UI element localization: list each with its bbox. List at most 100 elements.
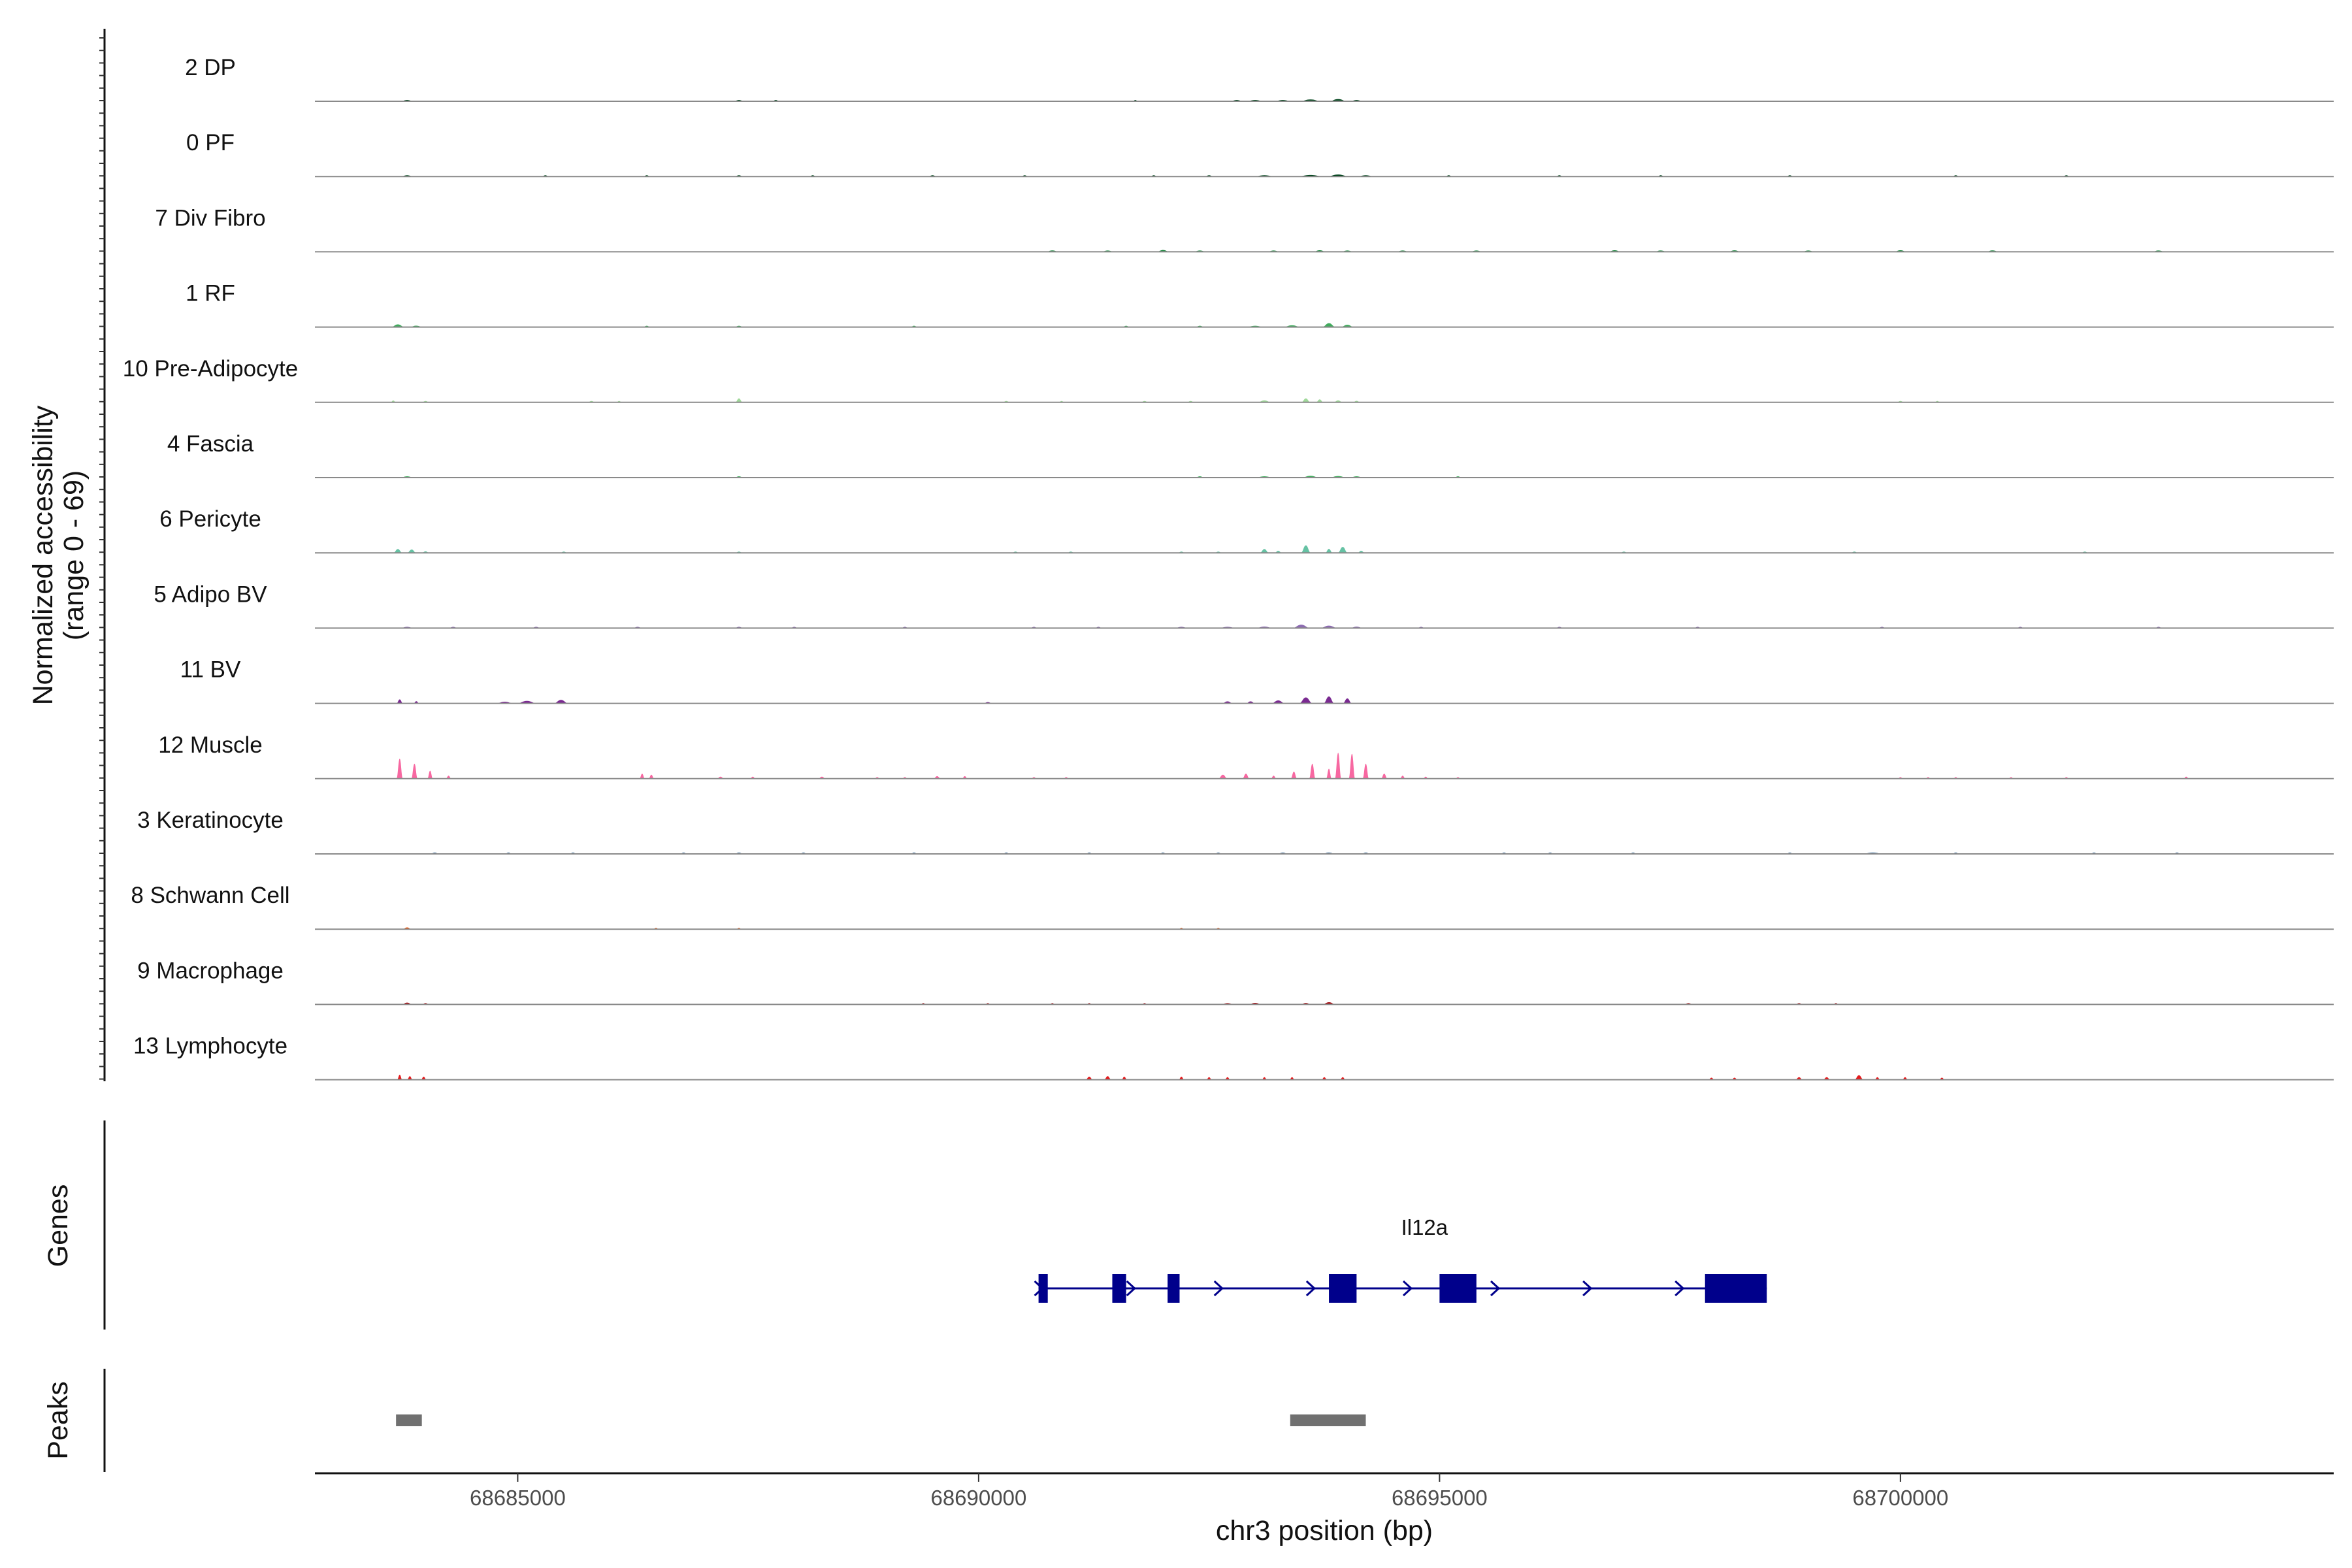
x-axis-ticks: 68685000 68690000 68695000 68700000: [470, 1473, 1948, 1510]
coverage-peak: [1085, 1077, 1093, 1080]
peaks-track-title: Peaks: [42, 1381, 74, 1460]
coverage-peak: [1316, 399, 1324, 402]
coverage-peak: [396, 759, 403, 779]
track-9: [315, 696, 2334, 704]
coverage-peak: [1309, 763, 1316, 779]
gene-exon: [1038, 1274, 1048, 1303]
track-label: 9 Macrophage: [137, 958, 284, 983]
gene-exon: [1329, 1274, 1357, 1303]
track-11: [315, 853, 2334, 855]
track-label: 2 DP: [185, 55, 236, 80]
genes-track: Genes Il12a: [42, 1120, 1767, 1330]
strand-arrow: [1126, 1280, 1136, 1297]
track-label: 8 Schwann Cell: [131, 883, 289, 908]
gene-exon: [1439, 1274, 1477, 1303]
track-label: 1 RF: [186, 281, 235, 306]
strand-arrow: [1490, 1280, 1501, 1297]
track-label: 3 Keratinocyte: [137, 808, 284, 833]
strand-arrow: [1402, 1280, 1413, 1297]
coverage-peak: [1179, 1077, 1184, 1080]
coverage-tracks: [315, 99, 2334, 1081]
track-4: [315, 323, 2334, 328]
coverage-peak: [421, 1077, 427, 1080]
coverage-peak: [1242, 774, 1250, 779]
coverage-peak: [1292, 625, 1311, 629]
coverage-peak: [1399, 776, 1406, 779]
coverage-peak: [1301, 545, 1311, 553]
coverage-peak: [1121, 1077, 1128, 1080]
track-7: [315, 545, 2334, 554]
coverage-peak: [1323, 696, 1335, 704]
track-3: [315, 250, 2334, 253]
coverage-peak: [396, 699, 403, 704]
track-label: 10 Pre-Adipocyte: [123, 356, 298, 382]
coverage-peak: [407, 549, 417, 553]
x-axis-title: chr3 position (bp): [1216, 1515, 1433, 1546]
track-1: [315, 99, 2334, 102]
coverage-peak: [411, 763, 418, 779]
coverage-peak: [391, 324, 405, 327]
coverage-peak: [1362, 763, 1369, 779]
coverage-peak: [1322, 323, 1336, 327]
peak-region: [396, 1414, 422, 1426]
x-tick-label: 68685000: [470, 1486, 566, 1510]
gene-exon: [1112, 1274, 1126, 1303]
track-2: [315, 174, 2334, 178]
coverage-peak: [1299, 697, 1313, 704]
track-label: 5 Adipo BV: [154, 581, 267, 607]
strand-arrow: [1674, 1280, 1685, 1297]
track-12: [315, 927, 2334, 930]
coverage-peak: [1343, 698, 1352, 704]
coverage-peak: [1348, 753, 1356, 779]
peak-regions: [396, 1414, 1366, 1426]
peaks-track: Peaks: [42, 1369, 1366, 1472]
x-tick-label: 68700000: [1852, 1486, 1948, 1510]
track-13: [315, 1002, 2334, 1005]
coverage-peak: [648, 774, 655, 779]
track-label: 12 Muscle: [158, 732, 263, 758]
gene-label: Il12a: [1401, 1215, 1448, 1239]
coverage-peak: [735, 398, 743, 402]
track-14: [315, 1074, 2334, 1081]
accessibility-axis-title: Normalized accessibility: [27, 405, 59, 705]
gene-exon: [1705, 1274, 1767, 1303]
track-6: [315, 476, 2334, 478]
coverage-peak: [553, 700, 569, 704]
strand-arrow: [1582, 1280, 1593, 1297]
coverage-peak: [1271, 776, 1277, 779]
coverage-peak: [1290, 772, 1298, 779]
coverage-peak: [427, 770, 433, 779]
coverage-peak: [397, 1074, 402, 1080]
coverage-peak: [1326, 768, 1332, 779]
coverage-peak: [393, 549, 403, 553]
track-5: [315, 398, 2334, 403]
gene-exon: [1168, 1274, 1180, 1303]
genes-track-title: Genes: [42, 1184, 74, 1267]
x-tick-label: 68690000: [930, 1486, 1026, 1510]
coverage-peak: [1854, 1075, 1864, 1080]
accessibility-y-axis: Normalized accessibility (range 0 - 69): [27, 29, 106, 1081]
coverage-peak: [1218, 774, 1228, 779]
coverage-peak: [407, 1076, 413, 1080]
track-label: 6 Pericyte: [159, 506, 261, 532]
strand-arrow: [1305, 1280, 1316, 1297]
gene-model: [1034, 1274, 1767, 1303]
coverage-peak: [446, 776, 451, 779]
track-label: 11 BV: [180, 657, 241, 683]
peak-region: [1290, 1414, 1366, 1426]
x-axis: 68685000 68690000 68695000 68700000 chr3 po…: [315, 1472, 2334, 1546]
track-label: 13 Lymphocyte: [133, 1034, 287, 1059]
track-8: [315, 625, 2334, 629]
coverage-peak: [1103, 1076, 1112, 1080]
coverage-peak: [1337, 547, 1348, 553]
coverage-peak: [1301, 398, 1311, 402]
track-10: [315, 753, 2334, 779]
x-tick-label: 68695000: [1392, 1486, 1488, 1510]
coverage-peak: [1325, 549, 1333, 553]
track-label: 0 PF: [186, 130, 235, 155]
accessibility-axis-ticks: [99, 37, 105, 1080]
coverage-peak: [639, 774, 645, 779]
coverage-peak: [1271, 700, 1286, 704]
coverage-peak: [1380, 774, 1388, 779]
